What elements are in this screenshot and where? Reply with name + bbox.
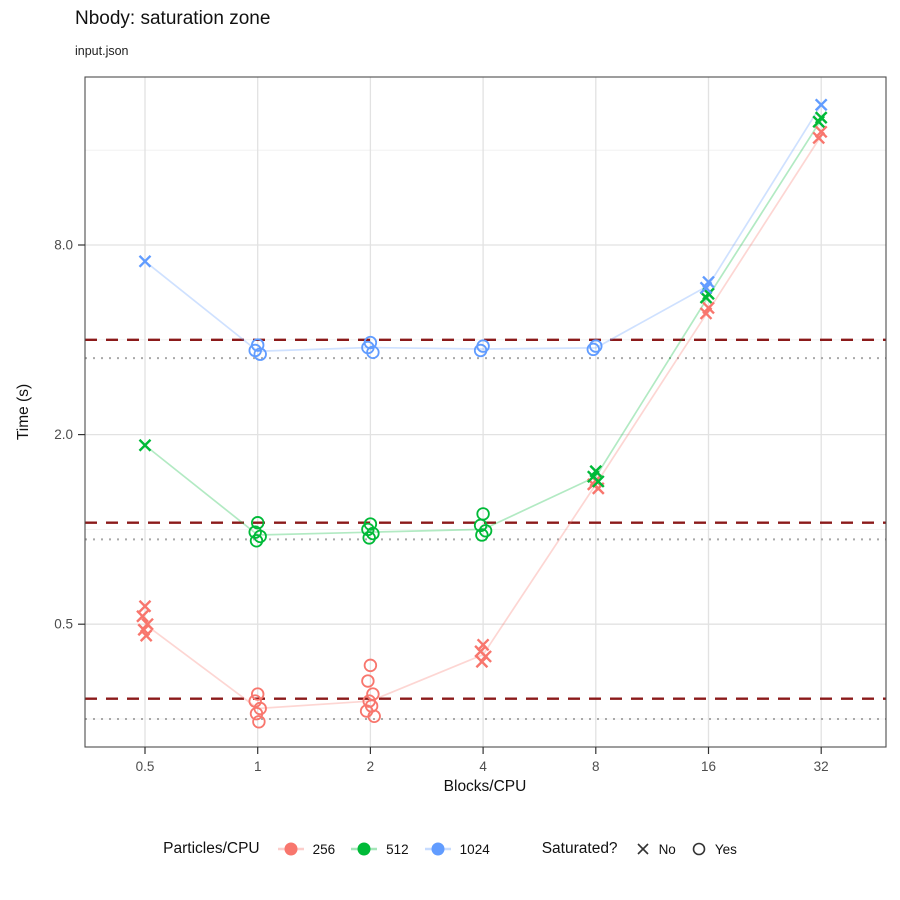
svg-text:0.5: 0.5 [136, 759, 155, 774]
plot-area: 0.5 1 2 4 8 16 32 0.5 2.0 8.0 [54, 76, 887, 774]
legend-shape-yes-label: Yes [714, 841, 737, 857]
legend: Particles/CPU 256 512 [0, 840, 900, 858]
svg-text:16: 16 [701, 759, 716, 774]
legend-entry-1024-label: 1024 [459, 841, 490, 857]
legend-entry-256-label: 256 [312, 841, 336, 857]
legend-shape-no-label: No [658, 841, 676, 857]
svg-text:2.0: 2.0 [54, 427, 73, 442]
circle-marker-icon [692, 842, 706, 856]
series-256-key-icon [277, 842, 304, 856]
x-marker-icon [636, 843, 649, 855]
legend-entry-1024: 1024 [423, 841, 490, 857]
legend-entry-512-label: 512 [386, 841, 409, 857]
legend-shape-yes: Yes [690, 840, 737, 858]
series-512-key-icon [351, 842, 378, 856]
legend-saturated: Saturated? No Yes [542, 840, 737, 858]
chart-subtitle: input.json [75, 44, 129, 58]
legend-entry-512: 512 [349, 841, 409, 857]
legend-particles: Particles/CPU 256 512 [163, 840, 490, 858]
x-axis-title: Blocks/CPU [443, 778, 527, 795]
svg-text:32: 32 [814, 759, 829, 774]
legend-entry-256: 256 [276, 841, 336, 857]
legend-shape-no: No [634, 840, 676, 858]
svg-text:8: 8 [592, 759, 600, 774]
legend-saturated-title: Saturated? [541, 840, 618, 857]
svg-text:0.5: 0.5 [54, 617, 73, 632]
svg-text:2: 2 [367, 759, 375, 774]
legend-particles-title: Particles/CPU [163, 840, 260, 857]
chart-title: Nbody: saturation zone [75, 8, 271, 29]
svg-text:1: 1 [254, 759, 262, 774]
svg-text:8.0: 8.0 [54, 238, 73, 253]
svg-text:4: 4 [479, 759, 487, 774]
series-1024-key-icon [424, 842, 451, 856]
y-axis-title: Time (s) [15, 383, 32, 441]
